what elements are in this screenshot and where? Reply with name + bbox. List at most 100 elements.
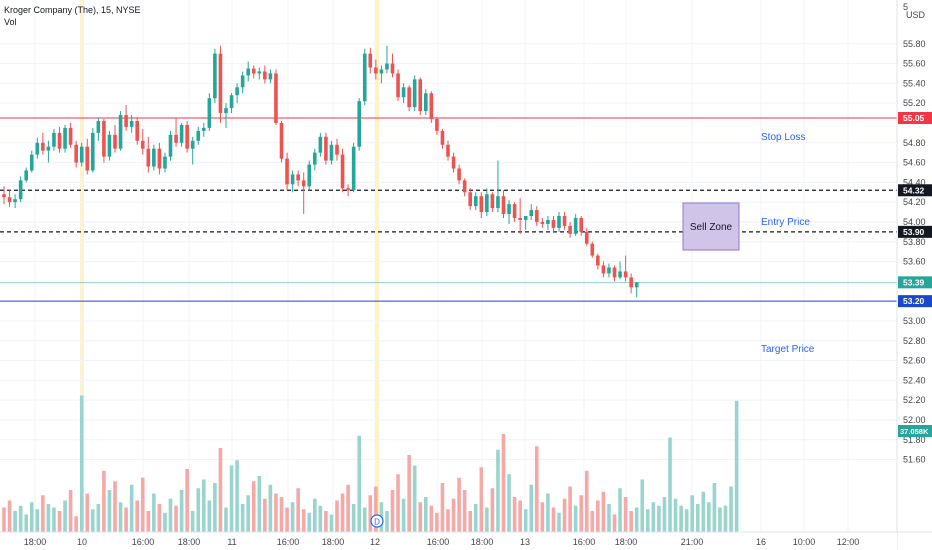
volume-bar <box>485 507 489 532</box>
volume-bar <box>113 481 117 532</box>
candle-body <box>168 134 173 157</box>
candle-body <box>52 132 56 147</box>
time-axis[interactable]: 18:00 10 16:00 18:00 11 16:00 18:00 12 16:00 18:0… <box>24 537 860 547</box>
volume-bar <box>501 434 506 532</box>
volume-bar <box>329 514 334 532</box>
volume-bar <box>63 500 67 532</box>
volume-bar <box>74 516 78 532</box>
price-tick-label: 54.80 <box>903 138 926 148</box>
candle-body <box>129 120 134 127</box>
price-tick-label: 52.80 <box>903 336 926 346</box>
volume-bar <box>473 504 478 532</box>
price-tick-label: 55.80 <box>903 39 926 49</box>
candle-body <box>468 192 472 207</box>
candle-body <box>207 98 212 128</box>
price-tick-label: 52.40 <box>903 375 926 385</box>
candle-body <box>451 156 456 169</box>
volume-bar <box>412 465 417 532</box>
volume-bar <box>35 509 40 532</box>
volume-bar <box>651 502 656 532</box>
entry-upper-badge <box>898 184 932 197</box>
currency-label[interactable]: USD <box>906 10 926 20</box>
sell-zone-box[interactable] <box>682 202 740 251</box>
volume-bar <box>251 481 256 532</box>
volume-bar <box>146 511 151 532</box>
candle-body <box>91 132 95 171</box>
volume-bar <box>135 500 139 532</box>
volume-bar <box>418 502 423 532</box>
candle-body <box>612 267 617 278</box>
candle-body <box>7 197 12 203</box>
price-levels <box>0 117 897 302</box>
volume-bar <box>118 502 123 532</box>
volume-bar <box>707 502 711 532</box>
candle-body <box>462 180 467 193</box>
volume-bar <box>313 498 317 532</box>
volume-bar <box>29 502 34 532</box>
volume-bar <box>152 493 156 532</box>
volume-bar <box>362 507 367 532</box>
candle-body <box>124 115 128 127</box>
event-marker-circle[interactable] <box>370 514 384 528</box>
volume-bar <box>390 490 395 532</box>
volume-bar <box>601 491 606 532</box>
candle-body <box>79 146 84 163</box>
volume-bar <box>140 477 145 532</box>
candle-body <box>285 158 289 185</box>
volume-bar <box>579 495 583 532</box>
price-tick-label: 53.00 <box>903 316 926 326</box>
volume-bar <box>24 514 28 532</box>
candle-body <box>440 130 445 145</box>
symbol-title[interactable]: Kroger Company (The), 15, NYSE <box>4 5 141 15</box>
candle-body <box>257 71 262 74</box>
volume-bar <box>451 498 456 532</box>
time-tick-label: 10 <box>77 537 87 547</box>
event-marker[interactable]: D <box>370 514 384 528</box>
candle-body <box>174 134 178 143</box>
candle-body <box>41 142 45 151</box>
price-axis-bg <box>897 0 932 550</box>
candle-body <box>418 79 423 112</box>
session-highlight-1 <box>375 0 379 532</box>
candle-body <box>68 127 73 145</box>
sell-zone[interactable]: Sell Zone <box>682 202 740 251</box>
volume-bar <box>229 465 234 532</box>
candle-body <box>429 93 434 119</box>
candle-body <box>274 73 278 123</box>
sell-zone-label: Sell Zone <box>690 222 733 233</box>
candle-body <box>634 282 639 288</box>
price-axis[interactable]: 55.80 55.60 55.40 55.20 54.80 54.60 54.40 54.20… <box>903 2 926 465</box>
volume-bar <box>629 511 633 532</box>
candle-body <box>623 271 628 278</box>
candle-body <box>2 194 6 198</box>
volume-bar <box>2 507 6 532</box>
price-tick-label: 55.20 <box>903 98 926 108</box>
volume-bar <box>279 497 284 532</box>
candle-body <box>407 87 411 108</box>
volume-bar <box>435 512 439 532</box>
candle-body <box>329 144 334 161</box>
volume-bar <box>107 490 112 532</box>
candle-body <box>290 174 295 185</box>
volume-bar <box>335 500 339 532</box>
event-marker-label: D <box>374 518 380 527</box>
candle-body <box>29 154 34 171</box>
volume-bar <box>679 505 683 532</box>
volume-bar <box>584 470 589 532</box>
volume-bar <box>240 504 245 532</box>
volume-bar <box>340 493 345 532</box>
time-tick-label: 12 <box>370 537 380 547</box>
time-tick-label: 13 <box>520 537 530 547</box>
candle-body <box>57 132 62 149</box>
volume-bar <box>207 500 212 532</box>
entry-upper-badge-label: 54.32 <box>903 185 925 195</box>
time-tick-label: 18:00 <box>24 537 47 547</box>
candle-body <box>351 146 356 191</box>
candle-body <box>140 140 145 149</box>
candle-body <box>46 146 51 151</box>
candle-body <box>318 136 323 153</box>
volume-bar <box>690 495 694 532</box>
volume-legend[interactable]: Vol <box>4 17 17 27</box>
time-tick-label: 16:00 <box>427 537 450 547</box>
